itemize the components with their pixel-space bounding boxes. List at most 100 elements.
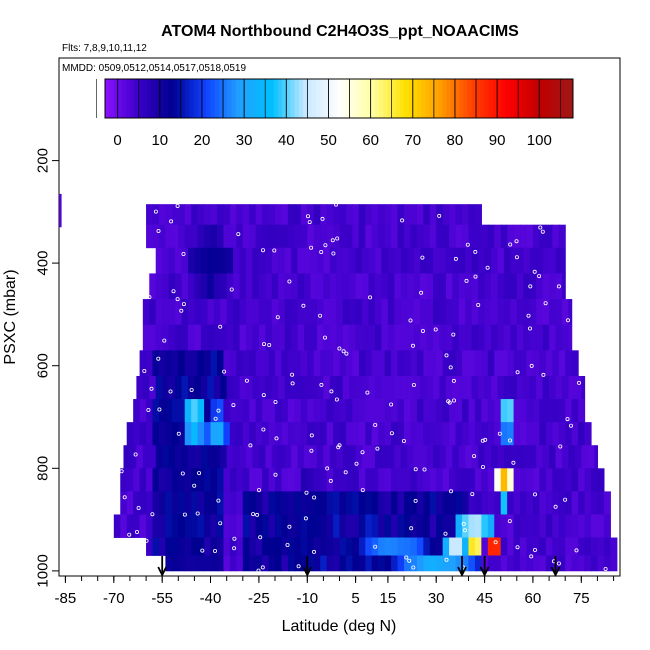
heatmap-cell <box>378 350 386 377</box>
heatmap-cell <box>349 273 357 300</box>
colorbar-swatch <box>121 79 127 118</box>
heatmap-cell <box>345 224 353 249</box>
heatmap-cell <box>175 299 183 326</box>
heatmap-cell <box>197 350 205 377</box>
heatmap-cell <box>494 537 502 556</box>
heatmap-cell <box>249 422 257 446</box>
heatmap-cell <box>497 273 505 300</box>
flights-label: Flts: 7,8,9,10,11,12 <box>62 43 147 54</box>
x-tick-label: 45 <box>476 590 493 607</box>
heatmap-cell <box>384 537 392 556</box>
heatmap-cell <box>165 204 173 226</box>
x-tick-label: -40 <box>200 590 222 607</box>
heatmap-cell <box>281 468 289 492</box>
heatmap-cell <box>416 422 424 446</box>
heatmap-cell <box>246 445 254 469</box>
heatmap-cell <box>336 445 344 469</box>
heatmap-cell <box>491 299 499 326</box>
colorbar-tick-label: 20 <box>194 132 211 149</box>
heatmap-cell <box>442 204 450 226</box>
heatmap-cell <box>242 537 250 556</box>
heatmap-cell <box>352 491 360 515</box>
heatmap-cell <box>281 204 289 226</box>
heatmap-cell <box>204 491 212 515</box>
heatmap-cell <box>558 514 566 538</box>
heatmap-cell <box>158 422 166 446</box>
heatmap-cell <box>603 514 611 538</box>
heatmap-cell <box>191 555 199 572</box>
heatmap-cell <box>436 537 444 556</box>
data-point <box>401 438 406 443</box>
heatmap-cell <box>423 224 431 249</box>
heatmap-cell <box>381 445 389 469</box>
heatmap-cell <box>171 514 179 538</box>
heatmap-cell <box>258 324 266 351</box>
heatmap-cell <box>497 324 505 351</box>
heatmap-cell <box>561 247 566 274</box>
heatmap-cell <box>371 537 379 556</box>
heatmap-cell <box>584 537 592 556</box>
heatmap-cell <box>258 375 266 400</box>
heatmap-cell <box>165 537 173 556</box>
heatmap-cell <box>568 324 573 351</box>
heatmap-cell <box>255 224 263 249</box>
heatmap-cell <box>539 399 547 423</box>
heatmap-cell <box>146 350 154 377</box>
heatmap-cell <box>152 468 160 492</box>
heatmap-cell <box>362 247 370 274</box>
heatmap-cell <box>307 350 315 377</box>
data-point <box>261 427 266 432</box>
data-point <box>175 297 180 302</box>
heatmap-cell <box>426 445 434 469</box>
heatmap-cell <box>429 350 437 377</box>
data-point <box>261 393 266 398</box>
heatmap-cell <box>165 555 173 572</box>
colorbar-swatch <box>168 79 173 118</box>
x-tick-label: -10 <box>296 590 318 607</box>
heatmap-cell <box>239 375 247 400</box>
heatmap-cell <box>507 537 515 556</box>
heatmap-cell <box>313 537 321 556</box>
heatmap-cell <box>223 555 231 572</box>
heatmap-cell <box>413 375 421 400</box>
heatmap-cell <box>291 247 299 274</box>
heatmap-cell <box>249 537 257 556</box>
heatmap-cell <box>474 204 482 226</box>
heatmap-cell <box>204 224 212 249</box>
heatmap-cell <box>468 468 476 492</box>
heatmap-cell <box>507 468 515 492</box>
heatmap-cell <box>220 247 228 274</box>
heatmap-cell <box>529 247 537 274</box>
data-point <box>296 564 301 569</box>
heatmap-cell <box>268 422 276 446</box>
heatmap-cell <box>387 273 395 300</box>
data-point <box>543 301 548 306</box>
colorbar-swatch <box>433 79 439 118</box>
heatmap-cell <box>513 224 521 249</box>
colorbar-swatch <box>180 79 186 118</box>
heatmap-cell <box>178 468 186 492</box>
heatmap-cell <box>300 514 308 538</box>
heatmap-cell <box>246 247 254 274</box>
data-point <box>162 338 167 343</box>
heatmap-cell <box>513 514 521 538</box>
heatmap-cell <box>433 273 441 300</box>
heatmap-cell <box>284 324 292 351</box>
heatmap-cell <box>549 273 557 300</box>
heatmap-cell <box>590 555 599 572</box>
heatmap-cell <box>371 399 379 423</box>
data-point <box>218 521 223 526</box>
heatmap-cell <box>449 555 457 572</box>
heatmap-cell <box>523 324 531 351</box>
x-tick-label: -70 <box>103 590 125 607</box>
heatmap-cell <box>468 422 476 446</box>
colorbar-swatch <box>404 79 410 118</box>
heatmap-cell <box>416 537 424 556</box>
heatmap-cell <box>394 324 402 351</box>
heatmap-cell <box>458 445 466 469</box>
heatmap-cell <box>481 514 489 538</box>
heatmap-cell <box>445 445 453 469</box>
heatmap-cell <box>468 204 476 226</box>
heatmap-cell <box>200 247 208 274</box>
colorbar-swatch <box>218 79 224 118</box>
